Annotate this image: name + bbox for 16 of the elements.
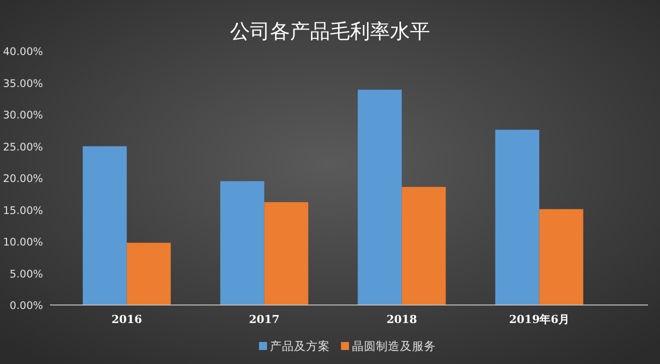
x-tick-label: 2016 bbox=[111, 313, 142, 326]
legend-label: 晶圆制造及服务 bbox=[352, 339, 436, 353]
chart-title: 公司各产品毛利率水平 bbox=[230, 19, 430, 43]
y-tick-label: 10.00% bbox=[2, 236, 44, 248]
x-tick-label: 2018 bbox=[386, 313, 418, 326]
legend-label: 产品及方案 bbox=[270, 339, 330, 353]
y-tick-label: 25.00% bbox=[2, 141, 44, 154]
y-tick-label: 40.00% bbox=[2, 46, 44, 58]
x-tick-label: 2019年6月 bbox=[509, 313, 570, 326]
y-tick-label: 15.00% bbox=[2, 204, 44, 217]
y-tick-label: 5.00% bbox=[10, 268, 44, 280]
x-tick-label: 2017 bbox=[248, 313, 280, 326]
y-tick-label: 30.00% bbox=[2, 110, 44, 122]
y-tick-label: 0.00% bbox=[10, 300, 44, 312]
y-tick-label: 35.00% bbox=[2, 78, 44, 90]
y-tick-label: 20.00% bbox=[2, 173, 44, 185]
